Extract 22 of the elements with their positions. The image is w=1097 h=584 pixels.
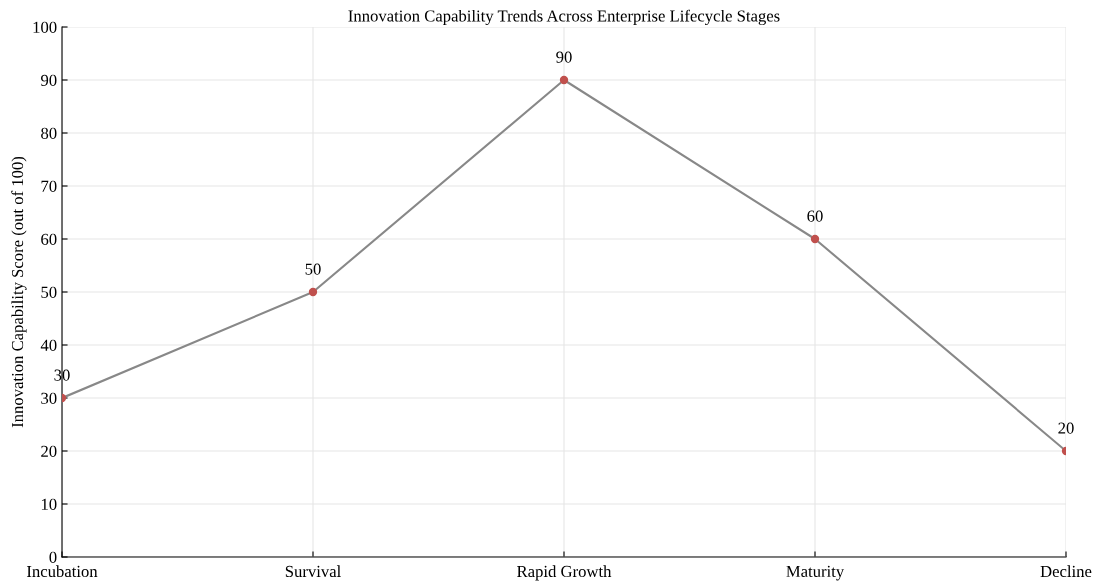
- y-tick-label: 50: [41, 286, 57, 298]
- x-tick-label: Decline: [1040, 565, 1092, 578]
- y-axis-title: Innovation Capability Score (out of 100): [11, 156, 27, 428]
- x-tick-label: Incubation: [26, 565, 98, 578]
- data-label: 60: [807, 210, 823, 222]
- x-tick-label: Maturity: [786, 565, 845, 581]
- x-tick-label: Rapid Growth: [517, 565, 612, 581]
- y-tick-label: 10: [41, 498, 57, 510]
- x-tick-label: Survival: [285, 565, 341, 578]
- y-tick-label: 80: [41, 127, 57, 139]
- y-tick-label: 100: [33, 21, 57, 33]
- y-tick-label: 90: [41, 74, 57, 86]
- y-tick-label: 40: [40, 339, 57, 351]
- chart-title: Innovation Capability Trends Across Enterprise Lifecycle Stages: [348, 9, 780, 26]
- y-tick-label: 70: [41, 180, 57, 192]
- y-tick-label: 20: [41, 445, 57, 457]
- y-tick-label: 60: [41, 233, 57, 245]
- y-tick-label: 30: [41, 392, 57, 404]
- data-label: 20: [1058, 422, 1074, 434]
- y-tick-label: 0: [49, 551, 57, 563]
- data-label: 90: [556, 51, 572, 63]
- data-label: 50: [305, 263, 321, 275]
